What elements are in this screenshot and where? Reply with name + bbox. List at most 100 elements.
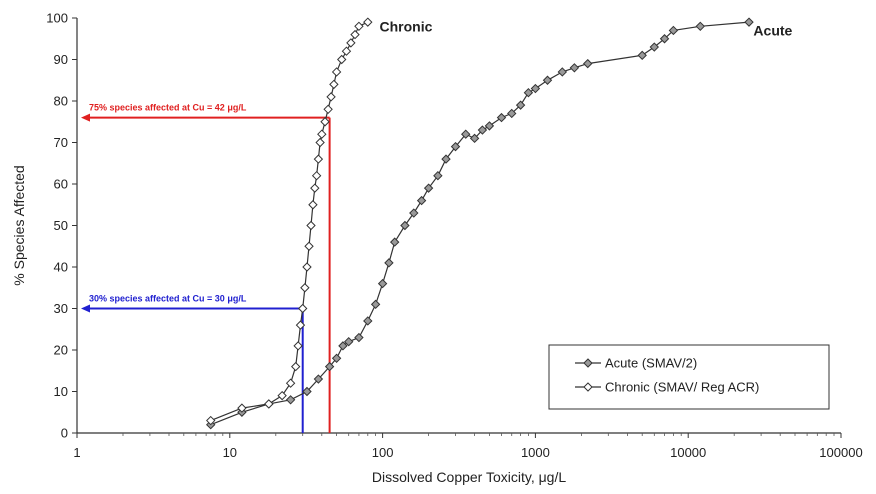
legend-label: Chronic (SMAV/ Reg ACR) — [605, 380, 759, 395]
legend: Acute (SMAV/2) Chronic (SMAV/ Reg ACR) — [548, 344, 830, 410]
data-point — [637, 50, 647, 61]
data-point — [477, 125, 488, 135]
y-tick-label: 30 — [54, 301, 68, 316]
data-point — [343, 336, 354, 347]
data-point — [308, 200, 318, 210]
data-point — [461, 129, 471, 139]
data-point — [400, 220, 410, 231]
data-point — [496, 112, 507, 123]
x-tick-label: 1000 — [521, 445, 550, 460]
data-point — [295, 320, 306, 330]
data-point — [311, 170, 322, 181]
data-point — [416, 195, 427, 206]
data-point — [423, 183, 434, 193]
data-point — [320, 117, 330, 127]
data-point — [206, 415, 216, 426]
data-point — [317, 129, 327, 139]
y-tick-label: 80 — [54, 94, 68, 109]
data-point — [323, 104, 333, 115]
data-point — [557, 67, 568, 77]
data-point — [484, 121, 495, 131]
x-tick-label: 1 — [73, 445, 80, 460]
data-point — [377, 278, 388, 289]
data-point — [302, 386, 312, 397]
data-point — [277, 390, 287, 401]
data-point — [326, 92, 336, 102]
data-point — [331, 353, 342, 364]
series-line — [210, 21, 369, 422]
data-point — [433, 170, 443, 181]
y-tick-label: 90 — [54, 52, 68, 67]
data-point — [649, 42, 660, 52]
data-point — [285, 378, 296, 388]
data-point — [441, 154, 451, 164]
data-point — [297, 303, 308, 314]
data-point — [329, 79, 339, 90]
x-tick-label: 100 — [372, 445, 394, 460]
data-point — [363, 316, 373, 326]
y-axis-title: % Species Affected — [11, 165, 27, 285]
chart-labels: 75% species affected at Cu = 42 μg/L 30% … — [89, 18, 793, 303]
data-point — [695, 21, 706, 32]
y-tick-label: 100 — [46, 11, 68, 26]
data-point — [569, 63, 580, 73]
series-acute — [206, 17, 754, 430]
legend-marker — [583, 358, 593, 368]
x-axis-title: Dissolved Copper Toxicity, μg/L — [372, 469, 567, 485]
data-point — [264, 399, 274, 409]
data-point — [338, 341, 348, 351]
data-point — [350, 29, 360, 40]
y-tick-label: 20 — [54, 343, 68, 358]
series-layer — [206, 17, 754, 430]
curve-label: Chronic — [380, 18, 433, 34]
data-point — [337, 54, 347, 65]
data-point — [515, 100, 526, 110]
y-tick-label: 60 — [54, 177, 68, 192]
data-point — [583, 58, 593, 69]
data-point — [469, 133, 480, 144]
x-tick-label: 10 — [223, 445, 237, 460]
data-point — [306, 220, 316, 231]
y-tick-label: 10 — [54, 384, 68, 399]
legend-label: Acute (SMAV/2) — [605, 356, 697, 371]
data-point — [285, 395, 296, 405]
series-chronic — [206, 17, 373, 426]
data-point — [310, 183, 320, 193]
data-point — [354, 21, 364, 32]
data-point — [291, 361, 301, 372]
data-point — [389, 237, 400, 247]
legend-marker — [583, 382, 593, 392]
data-point — [304, 241, 314, 251]
data-point — [384, 258, 394, 268]
data-point — [668, 25, 679, 36]
x-tick-label: 10000 — [670, 445, 706, 460]
reference-arrowhead — [81, 113, 90, 122]
data-point — [341, 46, 352, 56]
data-point — [659, 34, 670, 44]
annotation-label: 75% species affected at Cu = 42 μg/L — [89, 103, 247, 113]
data-point — [300, 283, 310, 293]
y-tick-label: 70 — [54, 135, 68, 150]
data-point — [744, 17, 754, 27]
data-point — [450, 141, 461, 152]
y-tick-label: 50 — [54, 218, 68, 233]
data-point — [331, 67, 342, 77]
y-tick-label: 0 — [61, 426, 68, 441]
data-point — [293, 341, 303, 351]
data-point — [363, 17, 373, 27]
data-point — [313, 154, 324, 164]
annotation-label: 30% species affected at Cu = 30 μg/L — [89, 294, 247, 304]
legend-box — [548, 344, 830, 410]
reference-arrowhead — [81, 304, 90, 313]
data-point — [507, 108, 517, 119]
data-point — [523, 87, 534, 98]
curve-label: Acute — [753, 22, 792, 38]
data-point — [302, 262, 312, 272]
data-point — [324, 361, 335, 372]
data-point — [354, 332, 364, 343]
data-point — [530, 83, 541, 94]
y-tick-label: 40 — [54, 260, 68, 275]
data-point — [237, 403, 247, 413]
